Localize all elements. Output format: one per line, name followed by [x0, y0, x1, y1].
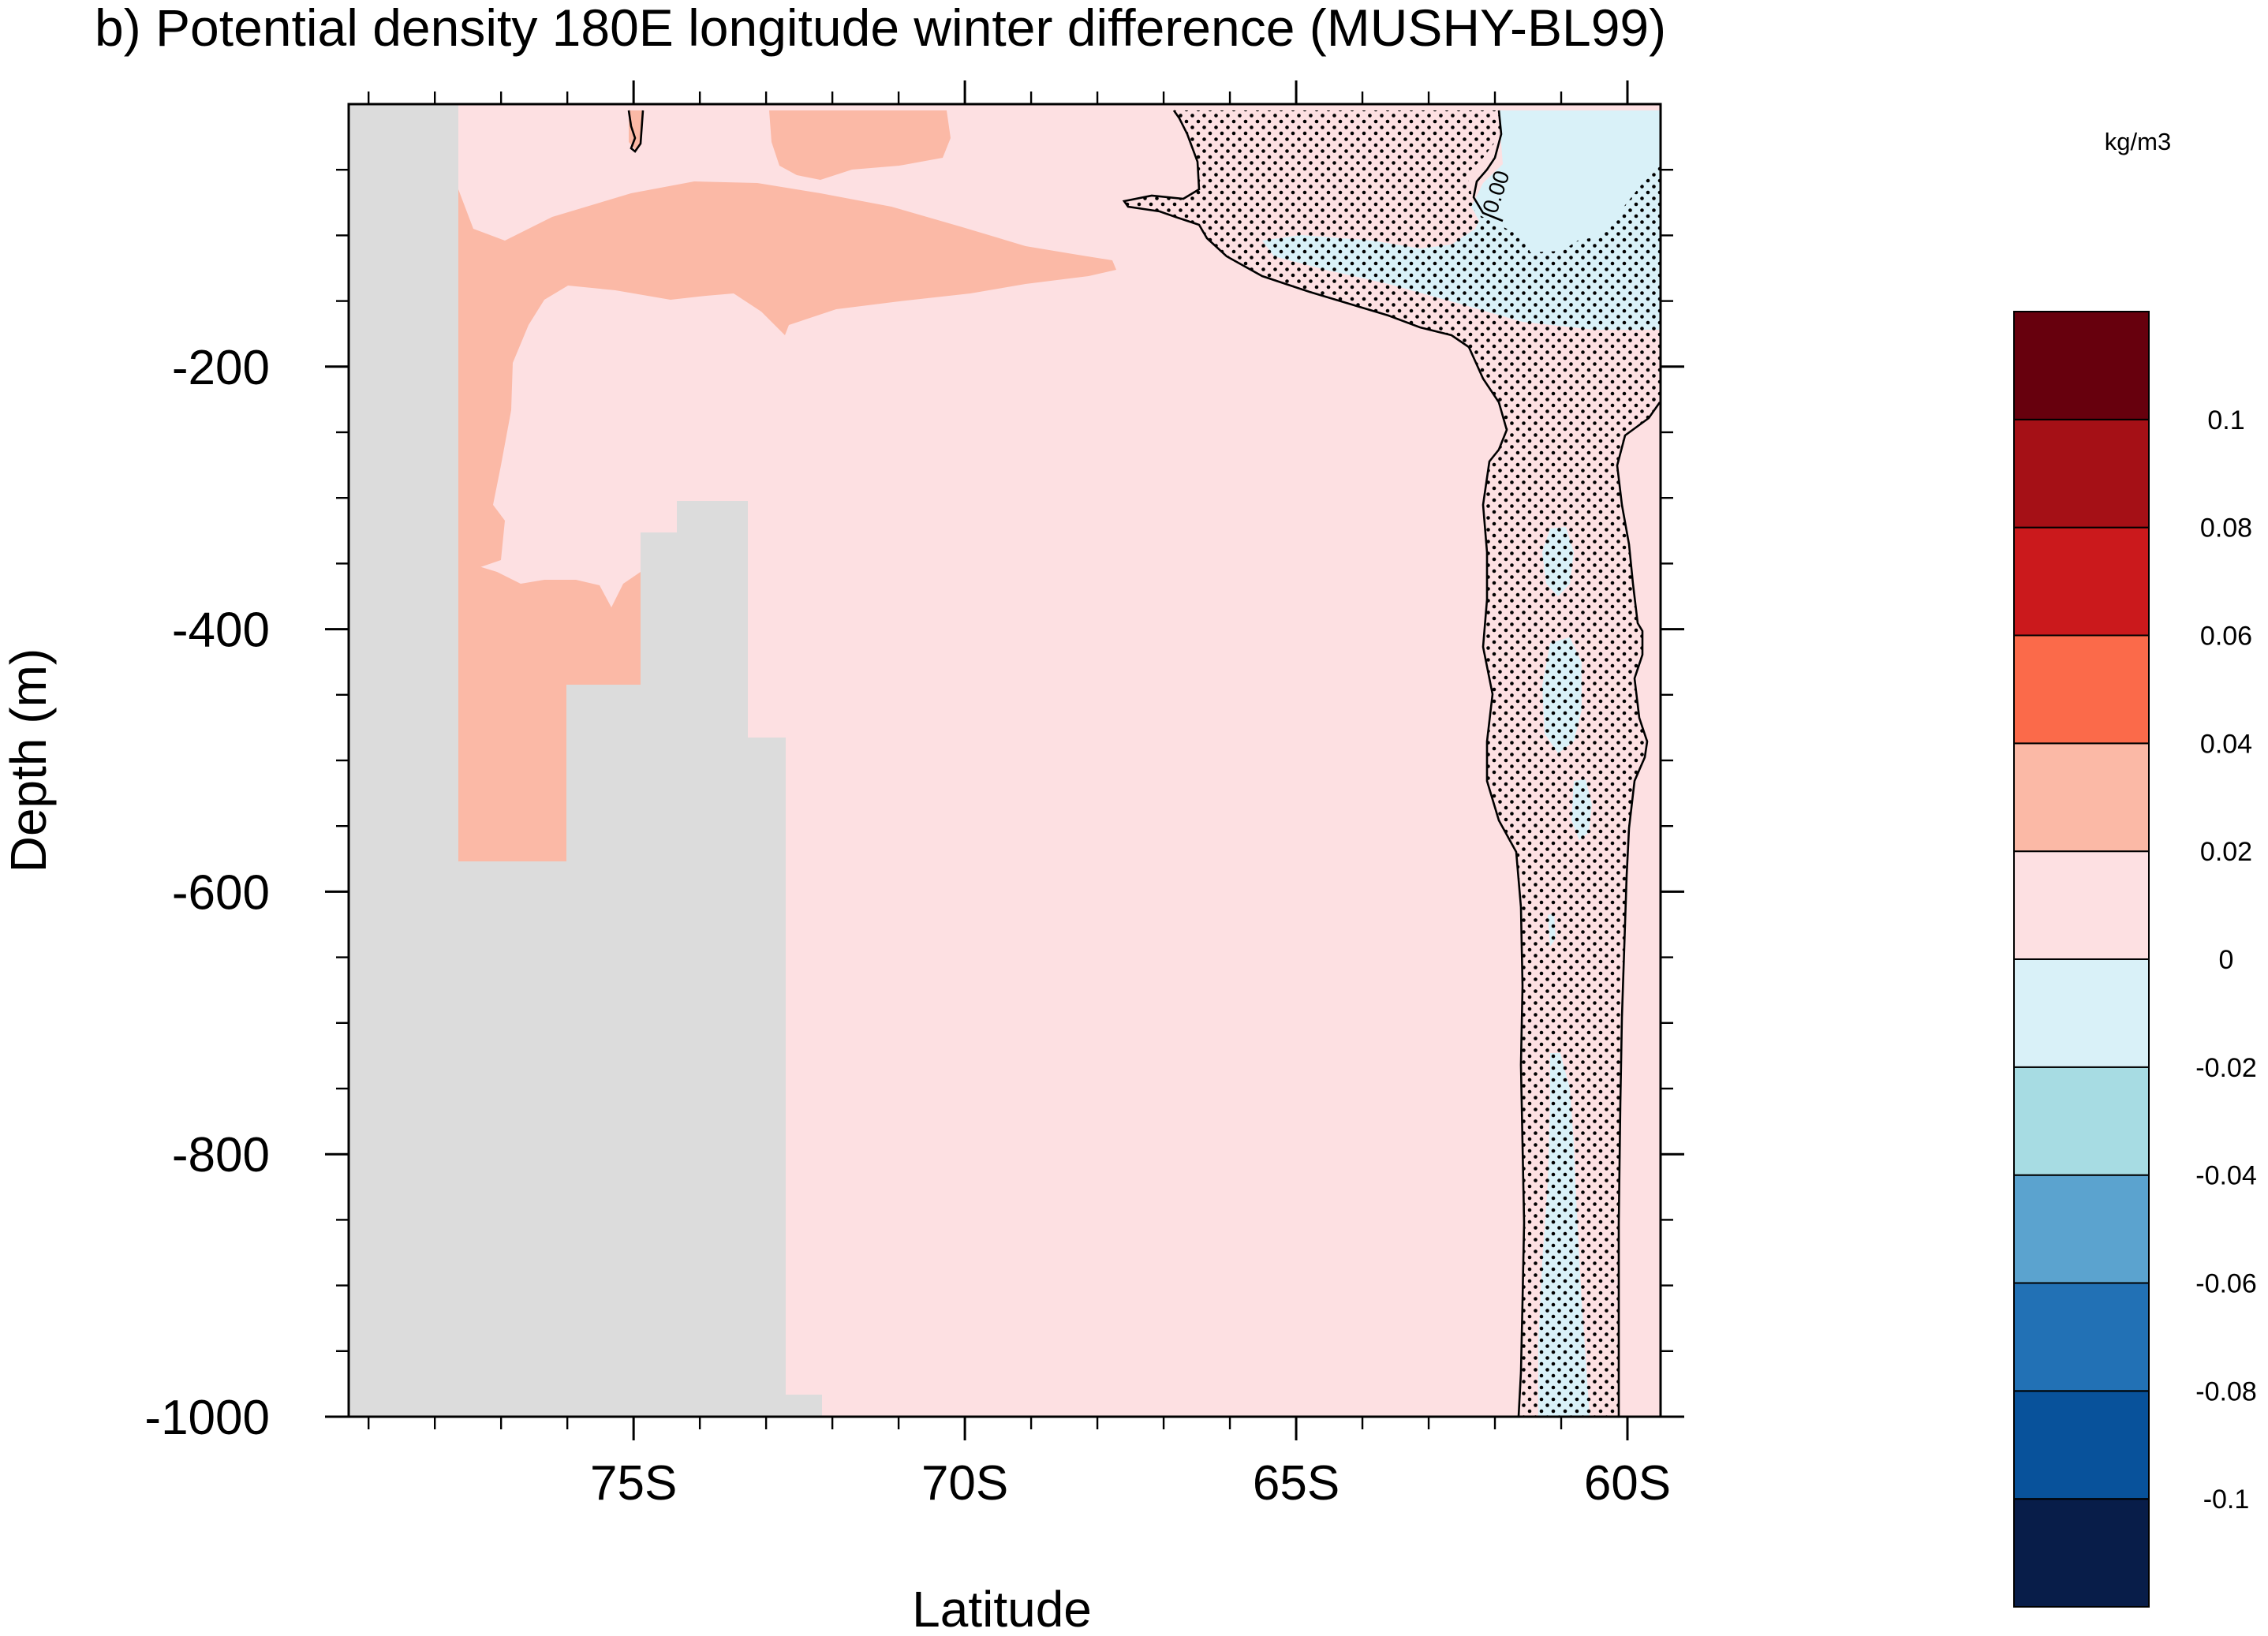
- colorbar-swatch: [2013, 526, 2150, 637]
- significance-stippling: [1124, 110, 1660, 1417]
- x-tick-label: 60S: [1584, 1456, 1671, 1511]
- zero-contour-line: [1616, 402, 1661, 1417]
- positive-anomaly-band: [769, 110, 951, 180]
- colorbar-label: -0.04: [2195, 1161, 2257, 1191]
- colorbar-swatch: [2013, 311, 2150, 420]
- axes: 75S 70S 65S 60S -200 -400 -600 -800 -1000: [144, 80, 1684, 1511]
- x-tick-label: 75S: [590, 1456, 677, 1511]
- y-tick-label: -400: [172, 603, 270, 658]
- colorbar-swatch: [2013, 418, 2150, 529]
- colorbar-label: 0: [2219, 945, 2234, 975]
- x-tick-label: 70S: [921, 1456, 1008, 1511]
- land-mask: [349, 104, 822, 1417]
- colorbar-swatch: [2013, 1066, 2150, 1176]
- y-tick-label: -600: [172, 865, 270, 920]
- colorbar-label: -0.06: [2195, 1269, 2257, 1299]
- colorbar-swatch: [2013, 742, 2150, 853]
- colorbar-label: 0.04: [2200, 729, 2252, 759]
- chart-title: b) Potential density 180E longitude wint…: [95, 0, 1666, 57]
- colorbar-swatch: [2013, 1498, 2150, 1608]
- colorbar-swatch: [2013, 1282, 2150, 1392]
- colorbar-label: -0.1: [2203, 1485, 2250, 1515]
- zero-contour-line: [627, 110, 645, 153]
- y-axis-label: Depth (m): [0, 648, 57, 873]
- colorbar-label: -0.02: [2195, 1053, 2257, 1083]
- plot-area: 0.00: [349, 104, 1661, 1417]
- colorbar-swatch: [2013, 850, 2150, 960]
- positive-anomaly-band: [458, 181, 1116, 570]
- colorbar-label: 0.02: [2200, 837, 2252, 867]
- y-tick-label: -1000: [144, 1391, 270, 1445]
- colorbar-unit-label: kg/m3: [2105, 128, 2171, 155]
- positive-anomaly-band: [629, 110, 643, 151]
- colorbar-swatch: [2013, 958, 2150, 1068]
- colorbar-swatch: [2013, 1390, 2150, 1500]
- colorbar-swatch: [2013, 634, 2150, 745]
- zero-contour-line: [1122, 110, 1526, 1417]
- colorbar-swatch: [2013, 1174, 2150, 1284]
- colorbar: -0.1 -0.08 -0.06 -0.04 -0.02 0 0.02 0.04 0.06 0.0…: [2013, 311, 2257, 1608]
- colorbar-label: 0.1: [2207, 405, 2244, 435]
- zero-contour-line: [1472, 110, 1504, 222]
- y-tick-label: -200: [172, 341, 270, 395]
- colorbar-label: 0.08: [2200, 514, 2252, 543]
- x-axis-label: Latitude: [912, 1581, 1092, 1636]
- colorbar-label: 0.06: [2200, 622, 2252, 652]
- colorbar-label: -0.08: [2195, 1376, 2257, 1406]
- y-tick-label: -800: [172, 1128, 270, 1182]
- x-tick-label: 65S: [1253, 1456, 1340, 1511]
